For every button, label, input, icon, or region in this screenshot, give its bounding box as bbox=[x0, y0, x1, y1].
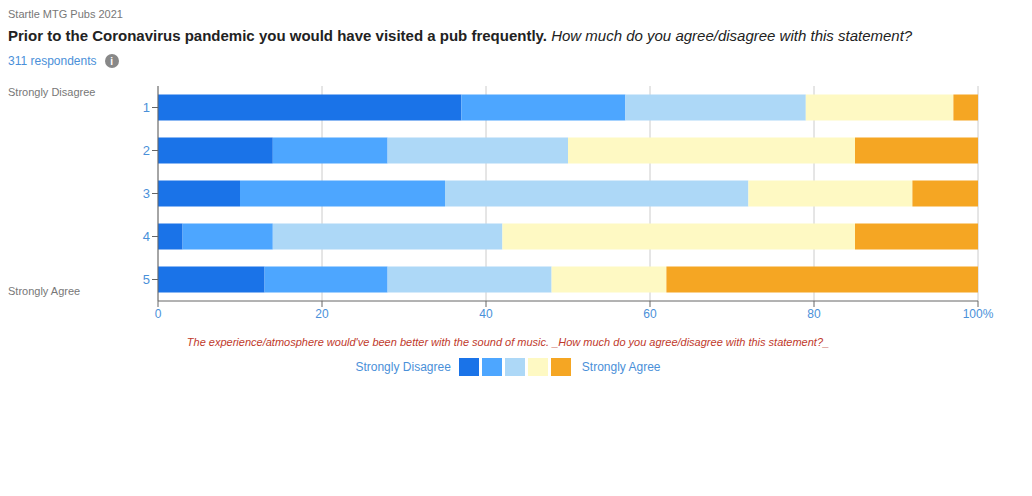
html-text:Startle MTG Pubs 2021: Startle MTG Pubs 2021 bbox=[8, 8, 123, 20]
html-text:The experience/atmosphere woul: The experience/atmosphere would've been … bbox=[186, 336, 830, 348]
svg-text:5: 5 bbox=[143, 272, 150, 287]
html-text:311 respondents: 311 respondents bbox=[8, 54, 97, 68]
html-text:i: i bbox=[110, 55, 113, 67]
html-text:Strongly Agree: Strongly Agree bbox=[8, 285, 81, 297]
svg-text:1: 1 bbox=[143, 100, 150, 115]
svg-text:0: 0 bbox=[155, 307, 162, 321]
svg-text:4: 4 bbox=[143, 229, 150, 244]
svg-text:60: 60 bbox=[643, 307, 657, 321]
svg-text:2: 2 bbox=[143, 143, 150, 158]
html-text:Strongly Disagree: Strongly Disagree bbox=[8, 86, 96, 98]
html-text:Strongly Disagree: Strongly Disagree bbox=[355, 360, 451, 374]
svg-text:100%: 100% bbox=[963, 307, 994, 321]
svg-text:40: 40 bbox=[479, 307, 493, 321]
svg-text:80: 80 bbox=[807, 307, 821, 321]
svg-text:20: 20 bbox=[315, 307, 329, 321]
html-text:Strongly Agree: Strongly Agree bbox=[581, 360, 661, 374]
svg-text:3: 3 bbox=[143, 186, 150, 201]
html-text:Prior to the Coronavirus pande: Prior to the Coronavirus pandemic you wo… bbox=[8, 27, 913, 44]
